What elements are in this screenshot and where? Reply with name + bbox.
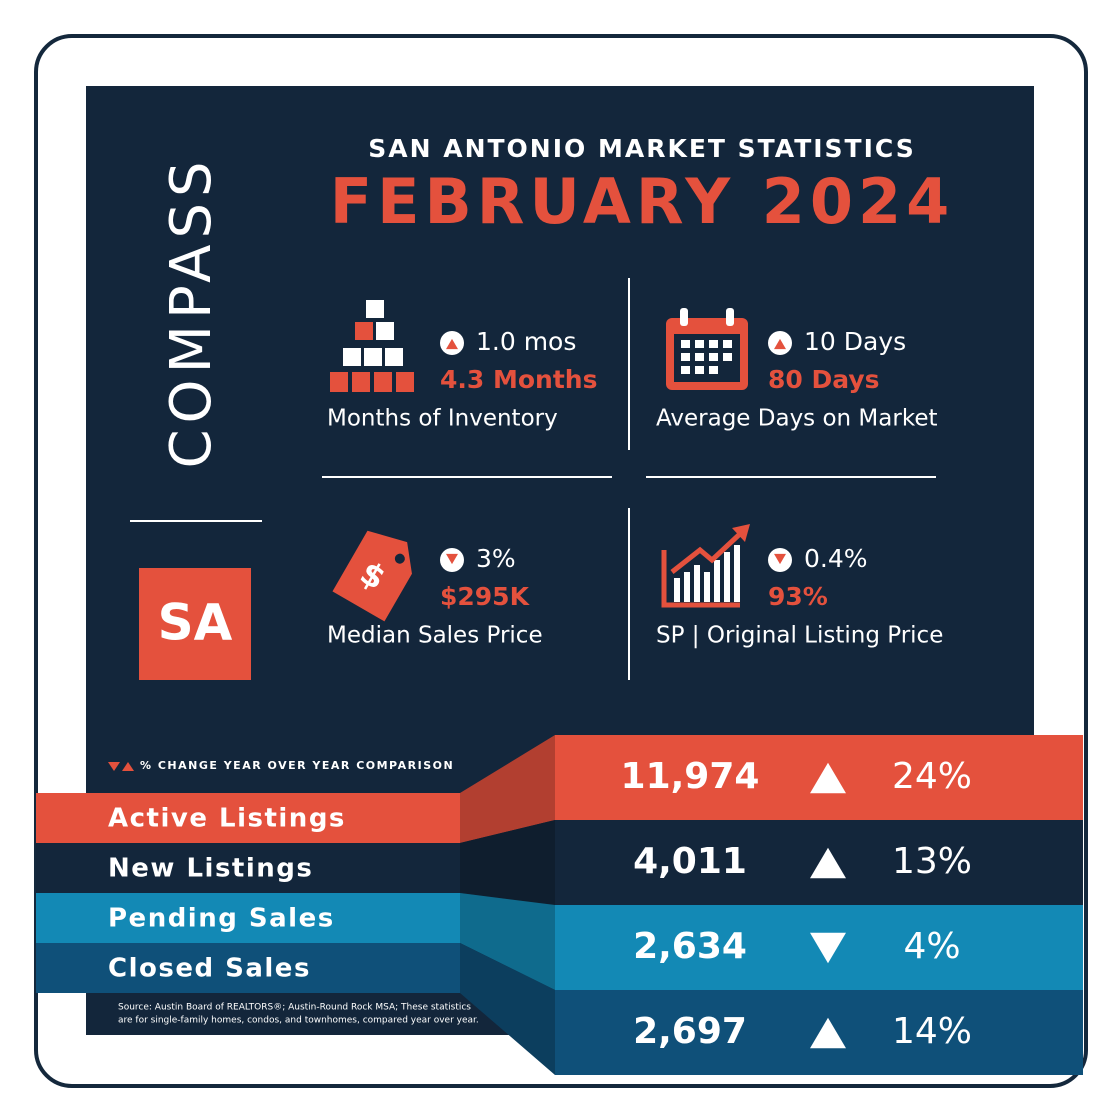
title: FEBRUARY 2024 <box>330 165 955 238</box>
legend-note: % CHANGE YEAR OVER YEAR COMPARISON <box>140 759 454 772</box>
row-change: 24% <box>892 756 972 797</box>
stat-value: $295K <box>440 582 531 611</box>
stat-change: 1.0 mos <box>476 327 576 356</box>
change-arrow <box>446 553 458 565</box>
stat-value: 93% <box>768 582 828 611</box>
row-value: 11,974 <box>621 756 760 797</box>
row-left-band <box>36 943 460 993</box>
row-connector <box>460 893 555 990</box>
row-label: Active Listings <box>108 804 346 834</box>
calendar-icon <box>666 308 748 390</box>
badge-box <box>139 568 251 680</box>
row-right-band <box>555 820 1083 905</box>
stat-label: SP | Original Listing Price <box>656 623 943 649</box>
row-arrow <box>810 762 846 794</box>
row-arrow <box>810 1017 846 1049</box>
stat-change: 3% <box>476 544 516 573</box>
change-arrow <box>774 553 786 565</box>
tag-icon: $ <box>332 530 412 622</box>
row-label: Closed Sales <box>108 954 311 984</box>
row-value: 2,634 <box>633 926 747 967</box>
stat-value: 4.3 Months <box>440 365 597 394</box>
source-note: Source: Austin Board of REALTORS®; Austi… <box>118 1003 471 1013</box>
row-label: Pending Sales <box>108 904 335 934</box>
row-connector <box>460 943 555 1075</box>
growth-chart-icon <box>661 524 750 608</box>
source-note: are for single-family homes, condos, and… <box>118 1016 479 1026</box>
brand: COMPASS <box>159 155 224 468</box>
row-change: 14% <box>892 1011 972 1052</box>
change-arrow <box>446 338 458 350</box>
row-value: 2,697 <box>633 1011 747 1052</box>
stat-label: Months of Inventory <box>327 406 558 432</box>
row-change: 4% <box>903 926 960 967</box>
row-change: 13% <box>892 841 972 882</box>
row-arrow <box>810 932 846 964</box>
row-value: 4,011 <box>633 841 747 882</box>
change-arrow <box>774 338 786 350</box>
legend-triangles <box>108 762 134 771</box>
row-left-band <box>36 893 460 943</box>
stat-label: Median Sales Price <box>327 623 543 649</box>
row-left-band <box>36 793 460 843</box>
row-left-band <box>36 843 460 893</box>
row-label: New Listings <box>108 854 313 884</box>
boxes-icon <box>330 300 414 392</box>
row-connector <box>460 735 555 843</box>
subtitle: SAN ANTONIO MARKET STATISTICS <box>368 134 915 163</box>
stat-label: Average Days on Market <box>656 406 938 432</box>
row-connector <box>460 820 555 905</box>
stat-change: 0.4% <box>804 544 868 573</box>
row-arrow <box>810 847 846 879</box>
row-right-band <box>555 735 1083 820</box>
stat-value: 80 Days <box>768 365 880 394</box>
row-right-band <box>555 990 1083 1075</box>
badge: SA <box>158 594 233 652</box>
stat-change: 10 Days <box>804 327 906 356</box>
